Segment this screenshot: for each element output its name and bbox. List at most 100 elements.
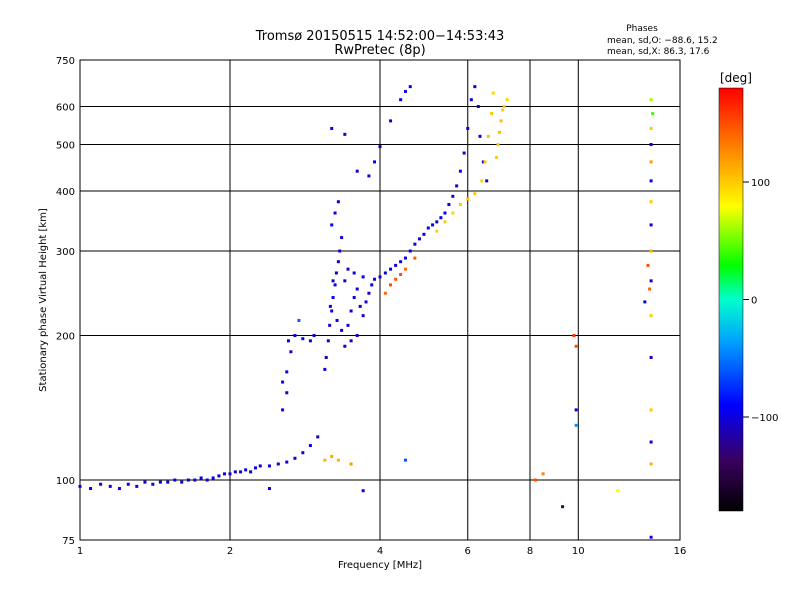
data-point [649,279,653,283]
colorbar-tick-label: 0 [751,296,757,307]
data-point [223,472,227,476]
data-point [355,334,359,338]
y-tick-label: 200 [56,332,75,343]
x-axis-label: Frequency [MHz] [338,560,422,571]
data-point [458,169,462,173]
data-point [349,309,353,313]
data-point [394,277,398,281]
data-point [574,344,578,348]
data-point [117,487,121,491]
data-point [462,151,466,155]
phases-o-line: mean, sd,O: −88.6, 15.2 [607,36,718,46]
data-point [451,211,455,215]
data-point [426,226,430,230]
data-point [649,143,653,147]
data-point [403,256,407,260]
y-tick-label: 600 [56,103,75,114]
data-point [89,487,93,491]
data-point [435,229,439,233]
data-point [389,283,393,287]
data-point [367,291,371,295]
data-point [649,440,653,444]
y-axis-label: Stationary phase Virtual Height [km] [38,208,49,392]
data-point [267,464,271,468]
data-point [343,344,347,348]
data-point [233,470,237,474]
x-tick-label: 6 [465,546,471,557]
data-point [258,464,262,468]
data-point [649,535,653,539]
x-tick-label: 8 [527,546,533,557]
data-point [285,370,289,374]
data-point [78,484,82,488]
data-point [285,391,289,395]
data-point [649,355,653,359]
data-point [346,323,350,327]
data-point [340,236,344,240]
data-point [301,337,305,341]
data-point [486,134,490,138]
data-point [533,478,537,482]
data-point [649,200,653,204]
phases-x-line: mean, sd,X: 86.3, 17.6 [607,47,710,57]
data-point [505,98,509,102]
data-point [496,143,500,147]
data-point [431,223,435,227]
data-point [355,169,359,173]
data-point [367,174,371,178]
data-point [253,466,257,470]
data-point [649,126,653,130]
data-point [417,237,421,241]
data-point [435,220,439,224]
data-point [651,112,655,116]
data-point [297,318,301,322]
data-point [355,287,359,291]
data-point [394,263,398,267]
data-point [330,223,334,227]
data-point [649,314,653,318]
data-point [338,249,342,253]
data-point [469,98,473,102]
data-point [439,216,443,220]
grid [80,60,680,540]
data-point [399,273,403,277]
y-tick-label: 100 [56,476,75,487]
data-point [490,112,494,116]
data-point [343,279,347,283]
data-point [358,304,362,308]
data-point [316,435,320,439]
data-point [483,160,487,164]
data-point [485,179,489,183]
data-point [239,470,243,474]
data-point [443,220,447,224]
data-point [481,160,485,164]
data-point [574,423,578,427]
data-point [99,482,103,486]
y-tick-label: 75 [62,536,75,547]
data-point [447,202,451,206]
data-point [458,202,462,206]
data-point [399,260,403,264]
data-point [135,484,139,488]
data-point [403,458,407,462]
data-point [378,275,382,279]
data-point [455,184,459,188]
data-point [323,458,327,462]
data-point [383,291,387,295]
data-point [308,339,312,343]
data-point [480,179,484,183]
data-point [151,482,155,486]
data-point [126,482,130,486]
data-point [541,472,545,476]
data-point [501,108,505,112]
data-point [228,472,232,476]
data-point [301,451,305,455]
data-point [361,314,365,318]
data-point [330,126,334,130]
data-point [413,242,417,246]
data-point [293,456,297,460]
y-tick-label: 500 [56,141,75,152]
data-point [373,277,377,281]
data-point [648,287,652,291]
data-point [328,304,332,308]
